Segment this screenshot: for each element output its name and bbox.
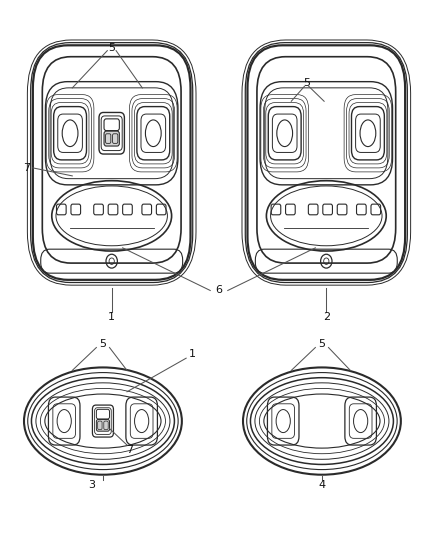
FancyBboxPatch shape bbox=[104, 131, 119, 146]
Text: 5: 5 bbox=[108, 43, 115, 53]
Text: 5: 5 bbox=[99, 339, 106, 349]
Text: 5: 5 bbox=[303, 78, 310, 87]
Text: 5: 5 bbox=[318, 339, 325, 349]
Text: 3: 3 bbox=[88, 480, 95, 490]
Text: 1: 1 bbox=[189, 350, 196, 359]
Text: 4: 4 bbox=[318, 480, 325, 490]
Text: 1: 1 bbox=[108, 312, 115, 322]
Text: 7: 7 bbox=[24, 163, 31, 173]
FancyBboxPatch shape bbox=[96, 419, 110, 431]
Text: 7: 7 bbox=[126, 446, 133, 455]
Text: 6: 6 bbox=[215, 286, 223, 295]
Text: 2: 2 bbox=[323, 312, 330, 322]
